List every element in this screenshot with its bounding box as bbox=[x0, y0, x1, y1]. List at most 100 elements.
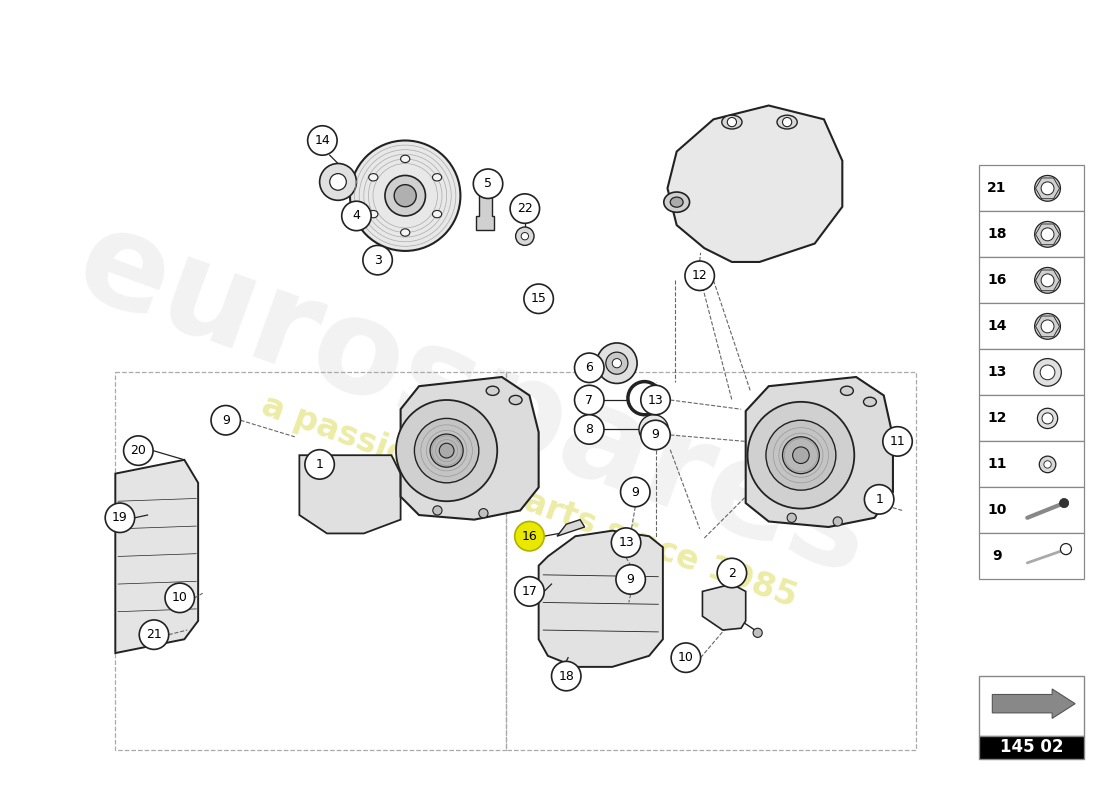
Text: 14: 14 bbox=[987, 319, 1007, 334]
Circle shape bbox=[754, 628, 762, 638]
Circle shape bbox=[1037, 408, 1058, 429]
Circle shape bbox=[620, 478, 650, 506]
Circle shape bbox=[1035, 267, 1060, 294]
Circle shape bbox=[510, 194, 540, 223]
Circle shape bbox=[641, 386, 670, 414]
Circle shape bbox=[788, 513, 796, 522]
Text: 4: 4 bbox=[352, 210, 361, 222]
Text: 5: 5 bbox=[484, 178, 492, 190]
Polygon shape bbox=[668, 106, 843, 262]
Circle shape bbox=[396, 400, 497, 502]
Circle shape bbox=[883, 426, 912, 456]
Circle shape bbox=[521, 233, 528, 240]
Text: 145 02: 145 02 bbox=[1000, 738, 1064, 756]
Polygon shape bbox=[299, 455, 400, 534]
Text: 16: 16 bbox=[521, 530, 537, 542]
Text: 1: 1 bbox=[316, 458, 323, 471]
Text: 22: 22 bbox=[517, 202, 532, 215]
Circle shape bbox=[1041, 320, 1054, 333]
Text: 19: 19 bbox=[112, 511, 128, 524]
Circle shape bbox=[320, 163, 356, 200]
Circle shape bbox=[473, 169, 503, 198]
Circle shape bbox=[748, 402, 855, 509]
Text: 9: 9 bbox=[222, 414, 230, 426]
Polygon shape bbox=[400, 377, 539, 520]
Circle shape bbox=[612, 528, 641, 558]
Circle shape bbox=[415, 418, 478, 483]
Circle shape bbox=[1041, 365, 1055, 380]
Polygon shape bbox=[539, 530, 663, 667]
Circle shape bbox=[551, 662, 581, 691]
Polygon shape bbox=[979, 676, 1085, 736]
Circle shape bbox=[524, 284, 553, 314]
Ellipse shape bbox=[509, 395, 522, 405]
Text: 9: 9 bbox=[992, 550, 1002, 563]
Text: a passion for parts since 1985: a passion for parts since 1985 bbox=[257, 389, 802, 614]
Circle shape bbox=[596, 343, 637, 383]
Circle shape bbox=[394, 185, 416, 206]
Text: 11: 11 bbox=[890, 435, 905, 448]
Circle shape bbox=[515, 522, 544, 551]
Circle shape bbox=[1041, 274, 1054, 287]
Circle shape bbox=[1041, 182, 1054, 194]
Ellipse shape bbox=[432, 174, 442, 181]
Circle shape bbox=[766, 420, 836, 490]
Text: 9: 9 bbox=[651, 429, 660, 442]
Circle shape bbox=[1035, 175, 1060, 202]
Circle shape bbox=[613, 358, 621, 368]
Text: 8: 8 bbox=[585, 423, 593, 436]
Text: 18: 18 bbox=[559, 670, 574, 682]
Circle shape bbox=[305, 450, 334, 479]
Circle shape bbox=[165, 583, 195, 613]
Polygon shape bbox=[979, 258, 1085, 303]
Text: 21: 21 bbox=[146, 628, 162, 641]
FancyArrow shape bbox=[992, 689, 1075, 718]
Text: 13: 13 bbox=[648, 394, 663, 406]
Polygon shape bbox=[557, 520, 585, 536]
Ellipse shape bbox=[722, 115, 742, 129]
Ellipse shape bbox=[400, 229, 410, 236]
Circle shape bbox=[439, 443, 454, 458]
Text: 3: 3 bbox=[374, 254, 382, 266]
Text: 2: 2 bbox=[728, 566, 736, 579]
Ellipse shape bbox=[777, 115, 797, 129]
Circle shape bbox=[211, 406, 241, 435]
Ellipse shape bbox=[400, 155, 410, 162]
Polygon shape bbox=[979, 211, 1085, 258]
Circle shape bbox=[641, 420, 670, 450]
Text: 13: 13 bbox=[987, 366, 1007, 379]
Circle shape bbox=[574, 386, 604, 414]
Polygon shape bbox=[746, 377, 893, 527]
Circle shape bbox=[606, 352, 628, 374]
Circle shape bbox=[865, 485, 894, 514]
Circle shape bbox=[727, 118, 737, 126]
Text: eurospares: eurospares bbox=[60, 198, 888, 602]
Text: 9: 9 bbox=[631, 486, 639, 498]
Polygon shape bbox=[979, 395, 1085, 442]
Circle shape bbox=[1042, 413, 1053, 424]
Circle shape bbox=[1040, 456, 1056, 473]
Circle shape bbox=[1060, 543, 1071, 554]
Polygon shape bbox=[979, 350, 1085, 395]
Polygon shape bbox=[116, 460, 198, 653]
Polygon shape bbox=[979, 442, 1085, 487]
Polygon shape bbox=[703, 584, 746, 630]
Text: 7: 7 bbox=[585, 394, 593, 406]
Circle shape bbox=[106, 503, 134, 533]
Circle shape bbox=[671, 643, 701, 672]
Circle shape bbox=[685, 261, 714, 290]
Ellipse shape bbox=[663, 192, 690, 212]
Circle shape bbox=[478, 509, 488, 518]
Circle shape bbox=[833, 517, 843, 526]
Circle shape bbox=[1035, 314, 1060, 339]
Ellipse shape bbox=[368, 210, 378, 218]
Circle shape bbox=[574, 353, 604, 382]
Circle shape bbox=[308, 126, 337, 155]
Circle shape bbox=[782, 118, 792, 126]
Ellipse shape bbox=[670, 197, 683, 207]
Text: 14: 14 bbox=[315, 134, 330, 147]
Text: 10: 10 bbox=[172, 591, 188, 604]
Circle shape bbox=[639, 414, 669, 444]
Text: 15: 15 bbox=[530, 292, 547, 306]
Text: 16: 16 bbox=[987, 274, 1007, 287]
